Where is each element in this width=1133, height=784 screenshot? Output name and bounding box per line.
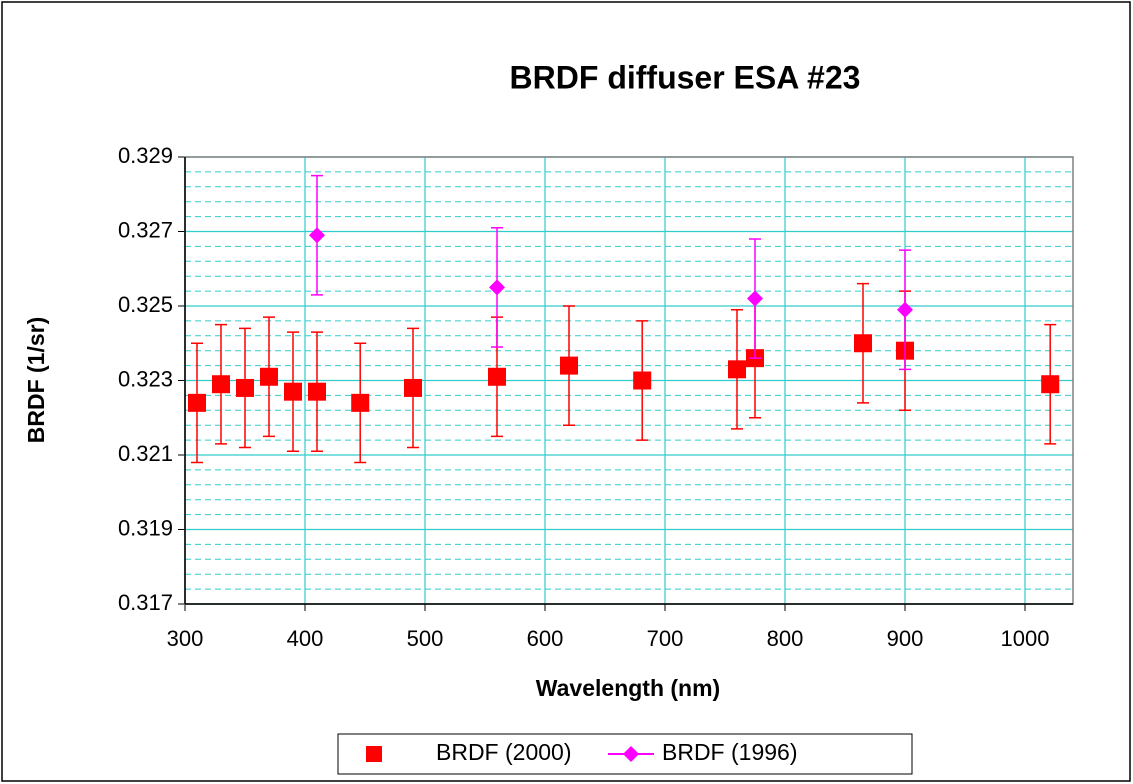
marker (236, 378, 254, 397)
chart-title: BRDF diffuser ESA #23 (510, 59, 861, 95)
marker (488, 367, 506, 386)
legend-label: BRDF (2000) (436, 739, 571, 765)
marker (212, 375, 230, 394)
marker (308, 382, 326, 401)
legend-marker (366, 746, 382, 762)
x-tick-label: 400 (287, 626, 324, 651)
marker (489, 279, 505, 296)
y-tick-label: 0.319 (118, 515, 173, 540)
x-tick-label: 600 (527, 626, 564, 651)
marker (747, 290, 763, 307)
marker (1041, 375, 1060, 394)
marker (854, 334, 872, 353)
marker (404, 378, 422, 397)
marker (897, 301, 913, 318)
y-tick-label: 0.327 (118, 217, 173, 242)
marker (560, 356, 578, 375)
y-tick-label: 0.325 (118, 292, 173, 317)
legend-marker (623, 746, 639, 762)
marker (351, 393, 370, 412)
marker (188, 393, 206, 412)
y-tick-label: 0.329 (118, 143, 173, 168)
y-tick-label: 0.317 (118, 590, 173, 615)
y-tick-label: 0.321 (118, 441, 173, 466)
x-tick-label: 900 (887, 626, 924, 651)
x-tick-label: 700 (647, 626, 684, 651)
legend-label: BRDF (1996) (662, 739, 797, 765)
marker (309, 227, 325, 244)
marker (284, 382, 302, 401)
x-axis-label: Wavelength (nm) (536, 675, 720, 701)
marker (728, 360, 746, 379)
x-tick-label: 1000 (1001, 626, 1050, 651)
y-tick-label: 0.323 (118, 366, 173, 391)
marker (260, 367, 278, 386)
marker (633, 371, 652, 390)
x-tick-label: 800 (767, 626, 804, 651)
x-tick-label: 500 (407, 626, 444, 651)
x-tick-label: 300 (167, 626, 204, 651)
y-axis-label: BRDF (1/sr) (23, 317, 49, 444)
